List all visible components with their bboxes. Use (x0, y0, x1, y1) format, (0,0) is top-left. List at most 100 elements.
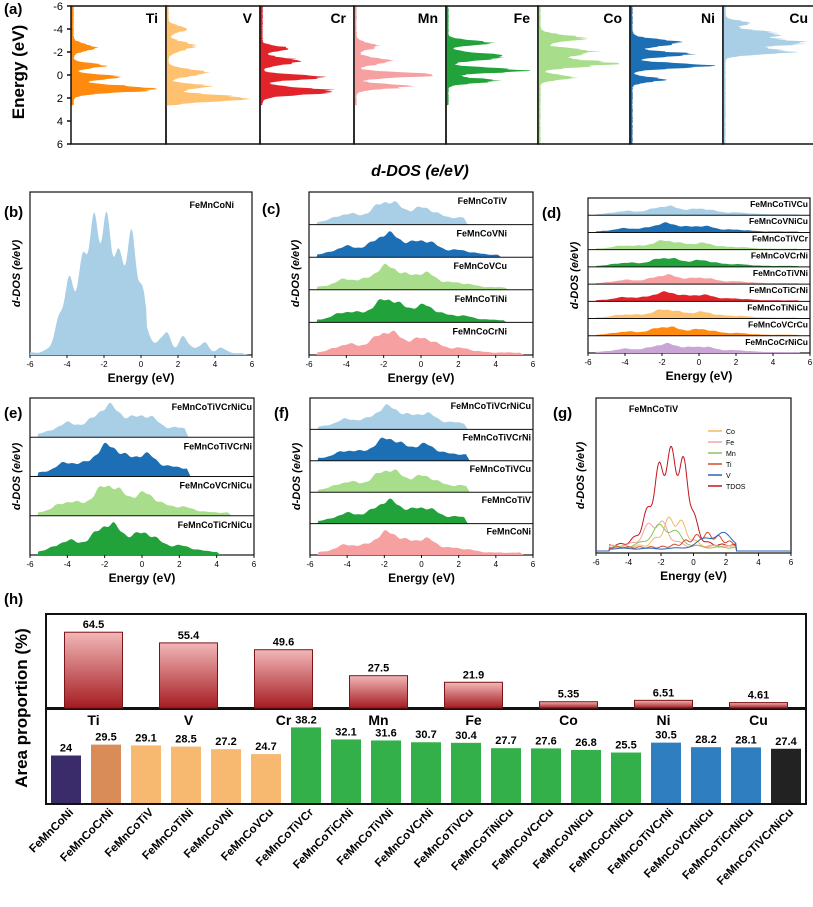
legend-entry: TDOS (726, 484, 746, 491)
panel-label-e: (e) (4, 405, 22, 422)
series-label: FeMnCoCrNiCu (745, 337, 808, 347)
dos-band-FeMnCoTiCrNi (588, 291, 810, 302)
dos-strip-ti: Ti (70, 5, 167, 145)
x-tick-label: 6 (789, 558, 794, 567)
x-tick-label: 6 (531, 560, 536, 569)
panel-d: (d) FeMnCoTiVCu FeMnCoVNiCu FeMnCoTiVCr FeM… (542, 197, 813, 383)
panel-a-y-tick-label: 4 (57, 116, 63, 128)
series-label: FeMnCoTiVCrNi (184, 441, 252, 451)
bar-FeMnCoTiNi (171, 746, 201, 803)
panel-a-y-tick-label: -6 (53, 1, 63, 13)
x-axis-label: Energy (eV) (388, 371, 455, 385)
bar-value-label: 31.6 (375, 727, 396, 739)
category-label-Co: Co (559, 712, 578, 728)
chart-title: FeMnCoTiV (629, 404, 678, 414)
dos-band-FeMnCoTiNiCu (588, 309, 810, 319)
bar-value-label: 30.7 (415, 729, 436, 741)
panel-a-y-tick-label: 0 (57, 70, 63, 82)
panel-label-h: (h) (4, 591, 23, 608)
series-label: FeMnCoTiVCu (470, 464, 531, 474)
bar-value-label: 21.9 (463, 669, 484, 681)
series-label: FeMnCoTiCrNiCu (178, 520, 252, 530)
dos-area-ni (630, 6, 715, 144)
bar-value-label: 64.5 (83, 619, 104, 631)
x-tick-label: -6 (26, 360, 34, 369)
x-axis-label: Energy (eV) (666, 369, 733, 383)
bar-Ti (64, 631, 123, 709)
panel-a-x-label: d-DOS (e/eV) (371, 163, 469, 180)
x-tick-label: 4 (493, 360, 498, 369)
dos-strip-label-ti: Ti (146, 10, 158, 26)
series-label: FeMnCoVCu (454, 261, 508, 271)
x-tick-label: 4 (214, 560, 219, 569)
dos-band-FeMnCoVCu (309, 263, 533, 290)
x-axis-label: Energy (eV) (660, 569, 727, 583)
bar-Mn (349, 675, 408, 709)
x-tick-label: -2 (381, 560, 389, 569)
legend-entry: Mn (726, 451, 736, 458)
y-axis-label: d-DOS (e/eV) (11, 240, 23, 308)
dos-strip-label-ni: Ni (701, 10, 715, 26)
x-tick-label: -2 (657, 558, 665, 567)
x-tick-label: -4 (344, 560, 352, 569)
dos-area-ti (71, 6, 158, 144)
series-label: FeMnCoVCrNiCu (180, 481, 253, 491)
dos-band-FeMnCoVCrNiCu (30, 485, 254, 516)
panel-h-y-label: Area proportion (%) (12, 628, 31, 788)
dos-band-FeMnCoTiVCrNi (30, 442, 254, 477)
bar-FeMnCoVNiCu (571, 749, 601, 803)
panel-a-y-tick-label: -4 (53, 24, 63, 36)
x-tick-label: 0 (691, 558, 696, 567)
series-label: FeMnCoTiNiCu (747, 302, 808, 312)
bar-FeMnCoVCu (251, 754, 281, 803)
category-label-Cr: Cr (276, 712, 292, 728)
x-tick-label: 2 (456, 560, 461, 569)
series-label: FeMnCoVCrNi (751, 251, 808, 261)
dos-area-co (538, 6, 620, 144)
series-label: FeMnCoTiV (482, 495, 531, 505)
bar-value-label: 38.2 (295, 714, 316, 726)
bar-FeMnCoTiVCrNi (651, 742, 681, 803)
dos-band-FeMnCoCrNi (309, 330, 533, 355)
panel-label-a: (a) (4, 1, 22, 18)
dos-band-FeMnCoTiV (310, 498, 533, 524)
x-tick-label: -6 (592, 558, 600, 567)
panel-a-y-tick-label: 6 (57, 139, 63, 151)
x-tick-label: -4 (64, 560, 72, 569)
dos-band-FeMnCoTiVCrNiCu (30, 402, 254, 438)
bar-value-label: 25.5 (615, 740, 636, 752)
x-axis-label: Energy (eV) (388, 571, 455, 585)
category-label-Ni: Ni (657, 712, 671, 728)
bar-value-label: 30.4 (455, 730, 477, 742)
dos-band-FeMnCoTiVCrNi (310, 437, 533, 461)
bar-value-label: 49.6 (273, 637, 294, 649)
bar-value-label: 24.7 (255, 741, 276, 753)
category-label-Cu: Cu (749, 712, 768, 728)
y-axis-label: d-DOS (e/eV) (575, 442, 587, 510)
bar-Co (539, 701, 598, 709)
category-label: FeMnCoTiVCrNiCu (715, 807, 796, 888)
series-label: FeMnCoVNiCu (749, 216, 808, 226)
bar-value-label: 28.5 (175, 734, 196, 746)
dos-band-FeMnCoTiVCu (588, 205, 810, 216)
panel-label-d: (d) (542, 205, 561, 222)
series-label: FeMnCoNi (487, 527, 532, 537)
y-axis-label: d-DOS (e/eV) (290, 240, 302, 308)
series-label: FeMnCoTiVCrNi (463, 432, 531, 442)
bar-value-label: 30.5 (655, 730, 676, 742)
dos-band-FeMnCoTiVCu (310, 469, 533, 493)
series-label: FeMnCoTiVCu (750, 199, 808, 209)
panel-c: (c) FeMnCoTiV FeMnCoVNi FeMnCoVCu FeMnCoTiN… (262, 191, 536, 385)
dos-area-FeMnCoNi (30, 211, 252, 355)
line-Fe (596, 520, 791, 552)
panel-a: (a) Energy (eV) -6 -4 -2 0 2 4 6 Ti V Cr Mn Fe Co Ni… (4, 1, 813, 180)
bar-Cr (254, 649, 313, 709)
dos-area-cr (260, 6, 336, 144)
category-label: FeMnCoVCrNiCu (642, 807, 716, 881)
panel-label-g: (g) (553, 405, 572, 422)
bar-Cu (729, 702, 788, 709)
dos-band-FeMnCoTiV (309, 201, 533, 225)
bar-value-label: 27.7 (495, 735, 516, 747)
panel-h-bottom-frame (45, 708, 807, 805)
dos-area-mn (354, 6, 433, 144)
